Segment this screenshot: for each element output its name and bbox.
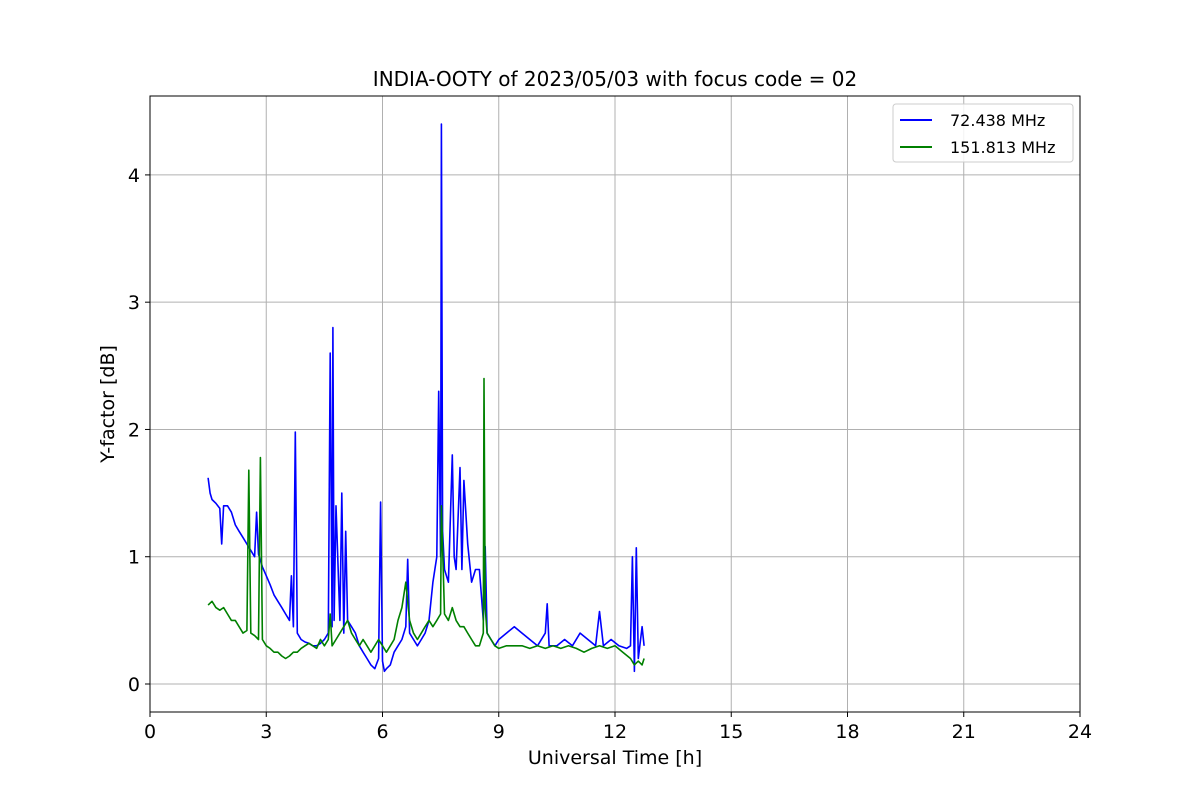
x-tick-label: 18	[835, 721, 859, 743]
y-tick-label: 0	[128, 674, 140, 696]
x-tick-label: 21	[952, 721, 976, 743]
legend-box	[892, 103, 1074, 163]
x-tick-label: 12	[603, 721, 627, 743]
y-tick-label: 3	[128, 292, 140, 314]
plot-series	[207, 123, 645, 673]
series-line-0	[207, 123, 645, 673]
y-axis-label: Y-factor [dB]	[97, 345, 119, 464]
y-tick-label: 4	[128, 165, 140, 187]
x-axis-label: Universal Time [h]	[528, 747, 702, 769]
series-line-1	[207, 377, 645, 666]
x-tick-label: 3	[260, 721, 272, 743]
x-tick-label: 24	[1068, 721, 1092, 743]
x-tick-label: 6	[376, 721, 388, 743]
y-tick-label: 1	[128, 547, 140, 569]
x-tick-label: 0	[144, 721, 156, 743]
x-tick-label: 9	[493, 721, 505, 743]
legend: 72.438 MHz 151.813 MHz	[892, 103, 1074, 163]
x-tick-label: 15	[719, 721, 743, 743]
legend-label-72mhz: 72.438 MHz	[950, 111, 1045, 130]
chart-title: INDIA-OOTY of 2023/05/03 with focus code…	[373, 67, 857, 91]
y-tick-label: 2	[128, 419, 140, 441]
legend-label-151mhz: 151.813 MHz	[950, 138, 1055, 157]
